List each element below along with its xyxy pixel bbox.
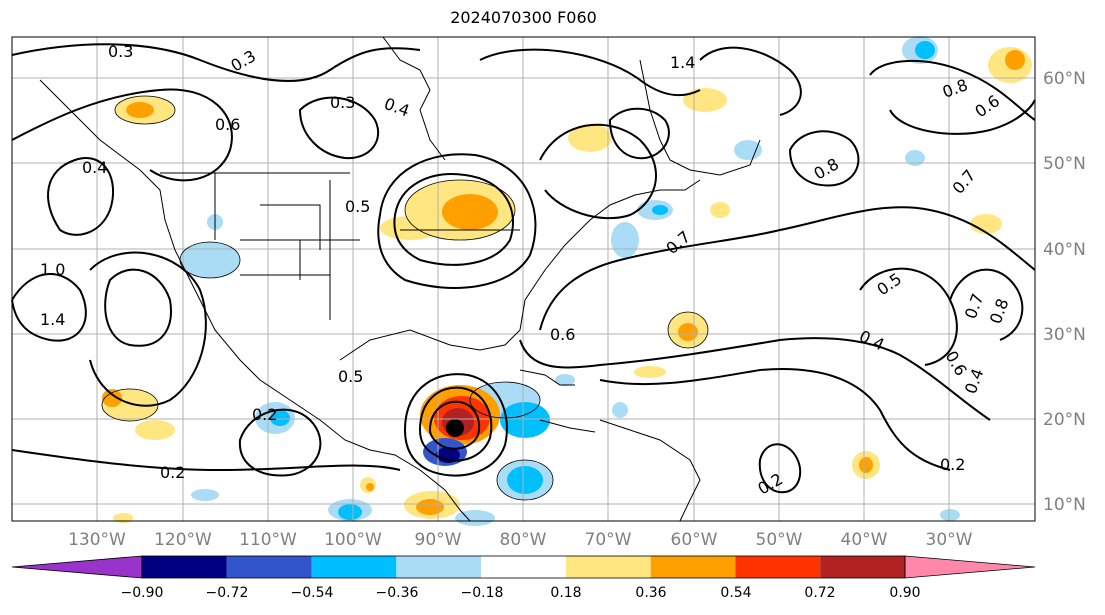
lon-label: 90°W bbox=[415, 530, 462, 550]
colorbar-segment bbox=[565, 556, 651, 578]
map-frame bbox=[11, 36, 1036, 522]
colorbar-segment bbox=[820, 556, 905, 578]
shade-blob bbox=[338, 504, 362, 520]
lat-label: 10°N bbox=[1043, 495, 1086, 515]
colorbar-tick-label: −0.36 bbox=[375, 585, 419, 601]
latitude-labels: 60°N 50°N 40°N 30°N 20°N 10°N bbox=[1043, 69, 1086, 515]
colorbar-segment bbox=[481, 556, 566, 578]
lon-label: 110°W bbox=[239, 530, 297, 550]
shade-blob bbox=[102, 389, 122, 407]
shade-blob bbox=[126, 102, 154, 118]
contour-label: 1.0 bbox=[40, 260, 65, 279]
contour-label: 0.2 bbox=[252, 405, 277, 424]
lon-label: 30°W bbox=[926, 530, 973, 550]
shade-blob bbox=[678, 323, 698, 341]
contour-thin bbox=[101, 95, 709, 501]
colorbar-tick-label: −0.72 bbox=[205, 585, 249, 601]
shade-blob bbox=[442, 194, 498, 230]
colorbar-tick-label: −0.18 bbox=[460, 585, 504, 601]
shade-blob bbox=[455, 510, 495, 526]
shade-blob bbox=[446, 419, 464, 437]
lon-label: 50°W bbox=[756, 530, 803, 550]
graticule bbox=[12, 37, 1035, 521]
shade-blob bbox=[683, 88, 727, 112]
colorbar-tick-label: 0.54 bbox=[720, 585, 752, 601]
contour-label: 0.5 bbox=[338, 367, 363, 386]
lon-label: 100°W bbox=[324, 530, 382, 550]
lat-label: 50°N bbox=[1043, 154, 1086, 174]
shade-blob bbox=[710, 202, 730, 218]
longitude-labels: 130°W 120°W 110°W 100°W 90°W 80°W 70°W 6… bbox=[68, 530, 973, 550]
contour-label: 0.6 bbox=[550, 325, 575, 344]
shade-blob bbox=[634, 366, 666, 378]
colorbar-segment bbox=[142, 556, 227, 578]
contour-label: 0.3 bbox=[330, 93, 355, 112]
shade-blob bbox=[180, 242, 240, 278]
colorbar-segment bbox=[396, 556, 482, 578]
lat-label: 30°N bbox=[1043, 325, 1086, 345]
lon-label: 70°W bbox=[585, 530, 632, 550]
shade-blob bbox=[612, 402, 628, 418]
shade-blob bbox=[191, 489, 219, 501]
colorbar-segment bbox=[650, 556, 736, 578]
contour-label: 0.4 bbox=[82, 158, 107, 177]
colorbar-outline bbox=[141, 555, 906, 579]
shade-blob bbox=[568, 124, 612, 152]
lat-label: 20°N bbox=[1043, 410, 1086, 430]
colorbar-tick-label: 0.72 bbox=[804, 585, 836, 601]
shade-blob bbox=[1005, 50, 1025, 70]
colorbar-tick-label: −0.54 bbox=[290, 585, 334, 601]
contour-label: 0.3 bbox=[108, 42, 133, 61]
shade-blob bbox=[859, 457, 873, 473]
colorbar-tick-label: −0.90 bbox=[120, 585, 164, 601]
shade-blob bbox=[270, 410, 290, 426]
shade-blob bbox=[734, 140, 762, 160]
map-title: 2024070300 F060 bbox=[450, 8, 597, 27]
contour-label: 0.2 bbox=[940, 455, 965, 474]
shade-blob bbox=[366, 483, 374, 491]
coastlines bbox=[39, 36, 761, 522]
shade-blob bbox=[135, 420, 175, 440]
lon-label: 120°W bbox=[154, 530, 212, 550]
lon-label: 130°W bbox=[68, 530, 126, 550]
shade-blob bbox=[940, 509, 960, 521]
shade-blob bbox=[380, 216, 440, 240]
colorbar-arrow-high bbox=[904, 555, 1036, 579]
lat-label: 60°N bbox=[1043, 69, 1086, 89]
shade-blob bbox=[915, 41, 935, 59]
shade-blob bbox=[905, 150, 925, 166]
shade-blob bbox=[652, 205, 668, 215]
lon-label: 60°W bbox=[671, 530, 718, 550]
colorbar-arrow-low bbox=[11, 555, 143, 579]
contour-label: 1.4 bbox=[670, 53, 695, 72]
colorbar-tick-label: 0.36 bbox=[635, 585, 667, 601]
contour-lines bbox=[11, 43, 1036, 494]
shade-blob bbox=[507, 466, 543, 494]
lon-label: 40°W bbox=[841, 530, 888, 550]
contour-label: 0.2 bbox=[160, 463, 185, 482]
shade-blob bbox=[611, 222, 639, 258]
shade-blob bbox=[500, 402, 550, 438]
colorbar-segment bbox=[226, 556, 312, 578]
colorbar-tick-label: 0.90 bbox=[889, 585, 921, 601]
shade-blob bbox=[970, 214, 1002, 234]
shade-blob bbox=[416, 499, 444, 515]
shade-blob bbox=[555, 374, 575, 386]
colorbar-tick-label: 0.18 bbox=[550, 585, 582, 601]
contour-label: 1.4 bbox=[40, 310, 65, 329]
contour-label: 0.6 bbox=[215, 115, 240, 134]
colorbar bbox=[11, 555, 1036, 579]
colorbar-segment bbox=[735, 556, 821, 578]
contour-label: 0.5 bbox=[345, 197, 370, 216]
lat-label: 40°N bbox=[1043, 240, 1086, 260]
colorbar-segment bbox=[311, 556, 397, 578]
lon-label: 80°W bbox=[500, 530, 547, 550]
